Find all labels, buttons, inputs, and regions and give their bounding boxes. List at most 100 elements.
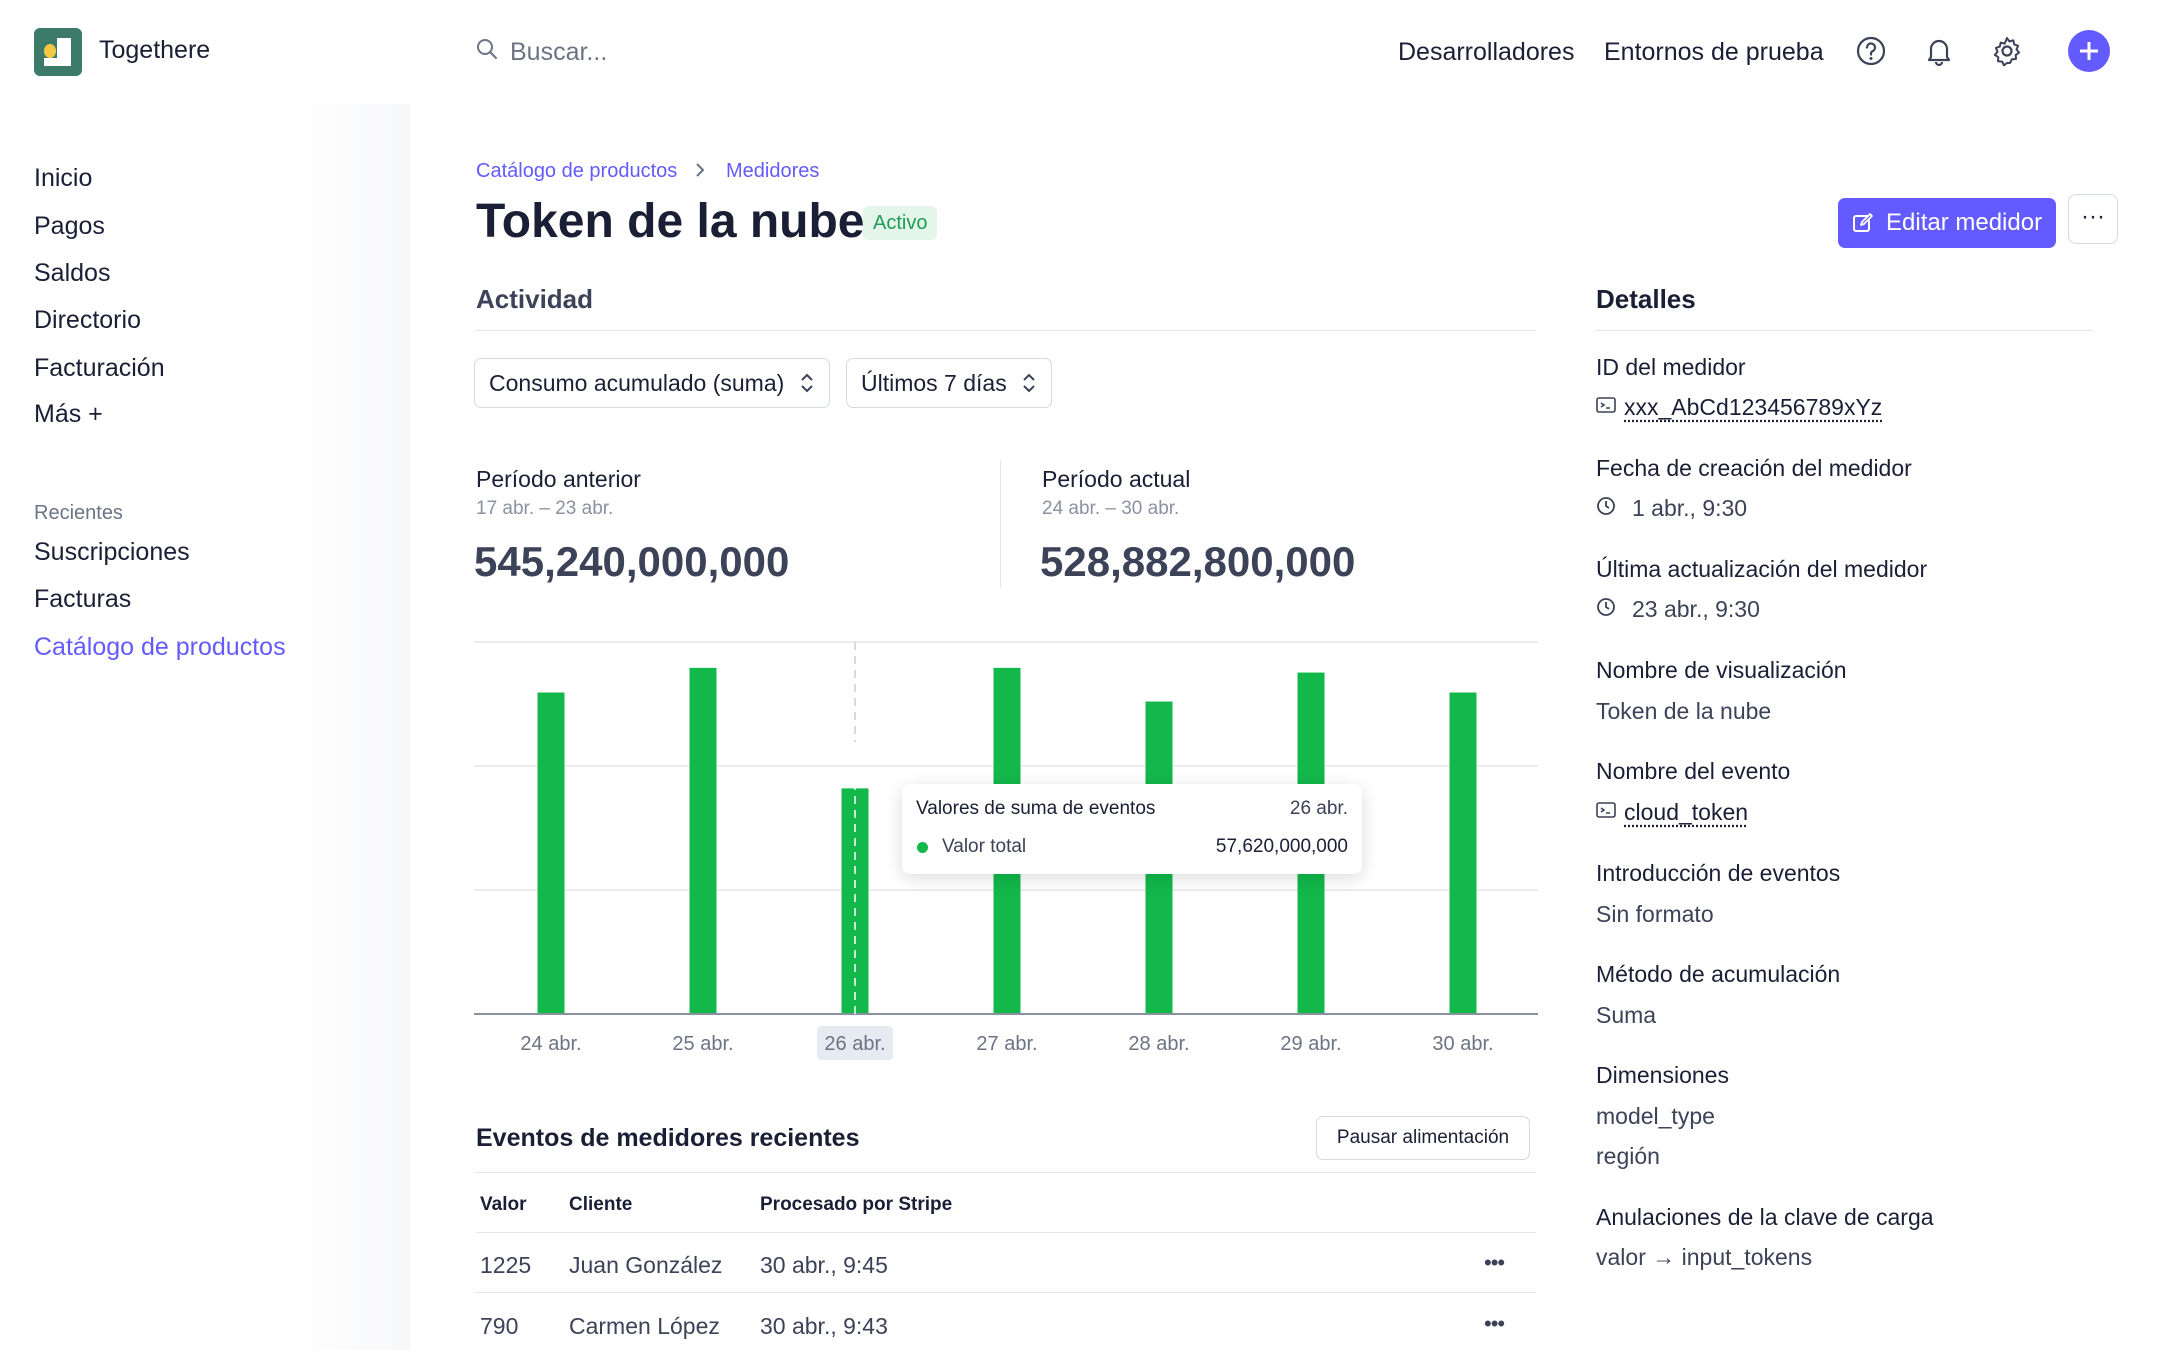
period-divider — [1000, 460, 1001, 588]
event-processed-cell: 30 abr., 9:45 — [760, 1252, 888, 1278]
sidebar-item-directory[interactable]: Directorio — [34, 306, 141, 334]
chart-x-tick-label: 27 abr. — [976, 1033, 1037, 1055]
sidebar-item-subscriptions[interactable]: Suscripciones — [34, 538, 190, 566]
edit-meter-button[interactable]: Editar medidor — [1838, 198, 2056, 248]
top-bar: Togethere Desarrolladores Entornos de pr… — [0, 0, 2160, 104]
current-period-label: Período actual — [1042, 466, 1191, 492]
dimensions-label: Dimensiones — [1596, 1062, 1729, 1088]
meter-id-label: ID del medidor — [1596, 354, 1746, 380]
tooltip-series-label: Valor total — [942, 836, 1027, 857]
clock-icon — [1597, 497, 1615, 515]
event-customer-cell: Carmen López — [569, 1313, 720, 1339]
updown-chevron-icon — [801, 373, 813, 393]
chart-x-tick-label: 24 abr. — [520, 1033, 581, 1055]
dimension-item: región — [1596, 1143, 1660, 1169]
edit-meter-label: Editar medidor — [1886, 209, 2043, 236]
recent-section-heading: Recientes — [34, 502, 123, 524]
details-divider — [1596, 330, 2092, 331]
event-customer-cell: Juan González — [569, 1252, 723, 1278]
breadcrumb-chevron-right-icon — [696, 163, 705, 177]
sidebar: Inicio Pagos Saldos Directorio Facturaci… — [0, 104, 410, 1350]
chart-bar — [1449, 692, 1477, 1014]
aggregation-select-value: Consumo acumulado (suma) — [489, 370, 785, 396]
page-title: Token de la nube — [476, 195, 865, 248]
tooltip-value: 57,620,000,000 — [1215, 836, 1348, 857]
updown-chevron-icon — [1023, 373, 1035, 393]
chart-bar — [689, 667, 717, 1014]
current-period-range: 24 abr. – 30 abr. — [1042, 498, 1180, 519]
sidebar-item-more[interactable]: Más + — [34, 400, 103, 428]
display-name-label: Nombre de visualización — [1596, 657, 1847, 683]
details-heading: Detalles — [1596, 284, 1696, 314]
edit-pencil-icon — [1853, 213, 1873, 232]
column-header-processed[interactable]: Procesado por Stripe — [760, 1194, 953, 1215]
event-processed-cell: 30 abr., 9:43 — [760, 1313, 888, 1339]
chart-x-tick-label: 30 abr. — [1432, 1033, 1493, 1055]
previous-period-value: 545,240,000,000 — [474, 538, 790, 585]
sidebar-item-payments[interactable]: Pagos — [34, 212, 105, 240]
chart-highlight-tick-bg — [817, 1026, 893, 1060]
created-date-value: 1 abr., 9:30 — [1632, 495, 1748, 521]
dimension-item: model_type — [1596, 1103, 1715, 1129]
column-header-customer[interactable]: Cliente — [569, 1194, 633, 1215]
breadcrumb-meters[interactable]: Medidores — [726, 160, 820, 182]
event-ingestion-value: Sin formato — [1596, 901, 1714, 927]
chart-x-tick-label: 29 abr. — [1280, 1033, 1341, 1055]
event-name-value[interactable]: cloud_token — [1624, 799, 1749, 825]
chart-x-tick-label: 25 abr. — [672, 1033, 733, 1055]
sandboxes-link[interactable]: Entornos de prueba — [1604, 38, 1824, 66]
event-ingestion-label: Introducción de eventos — [1596, 860, 1841, 886]
notifications-bell-icon[interactable] — [1922, 34, 1956, 68]
event-name-label: Nombre del evento — [1596, 758, 1791, 784]
chart-bar — [537, 692, 565, 1014]
terminal-icon — [1596, 802, 1616, 818]
event-value-cell: 1225 — [480, 1252, 532, 1278]
breadcrumb-product-catalog[interactable]: Catálogo de productos — [476, 160, 678, 182]
payload-overrides-value: valor → input_tokens — [1596, 1244, 1813, 1270]
sidebar-item-billing[interactable]: Facturación — [34, 354, 165, 382]
status-badge: Activo — [863, 206, 938, 240]
table-row-divider — [476, 1292, 1536, 1293]
activity-heading: Actividad — [476, 284, 594, 314]
date-range-select[interactable]: Últimos 7 días — [846, 358, 1052, 408]
app-name: Togethere — [99, 36, 211, 64]
aggregation-method-value: Suma — [1596, 1002, 1657, 1028]
event-value-cell: 790 — [480, 1313, 519, 1339]
row-more-options-icon[interactable]: ••• — [1484, 1250, 1505, 1275]
table-header-divider — [476, 1232, 1536, 1233]
search-icon — [477, 39, 497, 59]
column-header-value[interactable]: Valor — [480, 1194, 527, 1215]
tooltip-title: Valores de suma de eventos — [916, 798, 1156, 819]
sidebar-item-balances[interactable]: Saldos — [34, 259, 111, 287]
help-icon[interactable] — [1854, 34, 1888, 68]
search-input[interactable] — [510, 32, 910, 72]
settings-gear-icon[interactable] — [1990, 34, 2024, 68]
display-name-value: Token de la nube — [1596, 698, 1772, 724]
updated-date-label: Última actualización del medidor — [1596, 556, 1928, 582]
chart-x-tick-label: 28 abr. — [1128, 1033, 1189, 1055]
chart-tooltip: Valores de suma de eventos 26 abr. Valor… — [902, 784, 1362, 874]
developers-link[interactable]: Desarrolladores — [1398, 38, 1575, 66]
events-divider — [476, 1172, 1536, 1173]
create-new-button[interactable] — [2068, 30, 2110, 72]
app-logo-icon[interactable] — [34, 28, 82, 76]
meter-id-value[interactable]: xxx_AbCd123456789xYz — [1624, 394, 1883, 420]
row-more-options-icon[interactable]: ••• — [1484, 1311, 1505, 1336]
more-options-button[interactable]: ··· — [2068, 194, 2118, 244]
recent-events-heading: Eventos de medidores recientes — [476, 1124, 860, 1152]
sidebar-item-product-catalog[interactable]: Catálogo de productos — [34, 633, 286, 661]
aggregation-select[interactable]: Consumo acumulado (suma) — [474, 358, 830, 408]
sidebar-item-invoices[interactable]: Facturas — [34, 585, 132, 613]
aggregation-method-label: Método de acumulación — [1596, 961, 1841, 987]
previous-period-range: 17 abr. – 23 abr. — [476, 498, 614, 519]
date-range-select-value: Últimos 7 días — [861, 370, 1007, 396]
tooltip-date: 26 abr. — [1289, 798, 1348, 819]
chart-x-tick-label: 26 abr. — [824, 1033, 885, 1055]
created-date-label: Fecha de creación del medidor — [1596, 455, 1912, 481]
updated-date-value: 23 abr., 9:30 — [1632, 596, 1760, 622]
pause-feed-button[interactable]: Pausar alimentación — [1316, 1116, 1530, 1160]
clock-icon — [1597, 598, 1615, 616]
previous-period-label: Período anterior — [476, 466, 641, 492]
current-period-value: 528,882,800,000 — [1040, 538, 1356, 585]
sidebar-item-home[interactable]: Inicio — [34, 164, 93, 192]
